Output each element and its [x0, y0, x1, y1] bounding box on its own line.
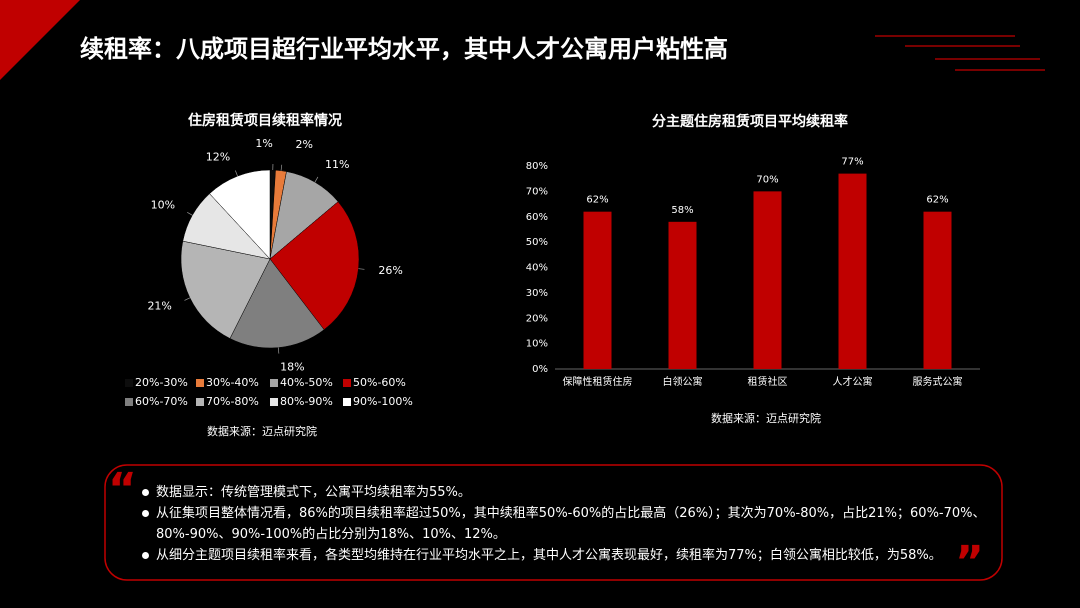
y-tick-label: 20% — [526, 313, 548, 324]
y-tick-label: 40% — [526, 263, 548, 274]
legend-swatch — [343, 379, 351, 387]
source: 数据来源：迈点研究院 — [207, 424, 317, 438]
leader-line — [187, 212, 193, 216]
legend-label: 30%-40% — [206, 376, 259, 389]
data-label: 21% — [147, 300, 171, 313]
data-label: 2% — [296, 138, 313, 151]
legend-label: 70%-80% — [206, 395, 259, 408]
legend-label: 80%-90% — [280, 395, 333, 408]
data-label: 18% — [280, 361, 304, 374]
slide-title: 续租率：八成项目超行业平均水平，其中人才公寓用户粘性高 — [80, 35, 728, 63]
pie-slice — [229, 258, 325, 349]
data-label: 26% — [378, 264, 402, 277]
pie-slice — [269, 201, 360, 331]
y-tick-label: 0% — [532, 364, 548, 375]
data-label: 62% — [926, 195, 948, 206]
note: 数据显示：传统管理模式下，公寓平均续租率为55%。 — [140, 482, 990, 503]
pie-slice — [180, 240, 271, 339]
legend-swatch — [270, 379, 278, 387]
y-tick-label: 70% — [526, 186, 548, 197]
bar — [753, 191, 782, 369]
source: 数据来源：迈点研究院 — [711, 411, 821, 425]
legend-swatch — [196, 398, 204, 406]
leader-line — [280, 164, 283, 171]
notes: 数据显示：传统管理模式下，公寓平均续租率为55%。 从征集项目整体情况看，86%的… — [140, 482, 990, 566]
legend-swatch — [196, 379, 204, 387]
bar — [583, 211, 612, 369]
bar — [668, 221, 697, 369]
chart-title: 分主题住房租赁项目平均续租率 — [652, 113, 848, 130]
y-tick-label: 30% — [526, 288, 548, 299]
leader-line — [277, 347, 280, 354]
data-label: 77% — [841, 157, 863, 168]
note: 从细分主题项目续租率来看，各类型均维持在行业平均水平之上，其中人才公寓表现最好，… — [140, 545, 990, 566]
y-tick-label: 10% — [526, 339, 548, 350]
legend-swatch — [125, 379, 133, 387]
legend-label: 60%-70% — [135, 395, 188, 408]
legend-label: 40%-50% — [280, 376, 333, 389]
data-label: 1% — [255, 137, 272, 150]
legend-swatch — [270, 398, 278, 406]
leader-line — [314, 176, 319, 183]
x-tick-label: 白领公寓 — [663, 375, 703, 388]
leader-line — [235, 170, 238, 177]
leader-line — [184, 297, 191, 301]
legend-swatch — [125, 398, 133, 406]
note: 从征集项目整体情况看，86%的项目续租率超过50%，其中续租率50%-60%的占… — [140, 503, 990, 545]
x-tick-label: 保障性租赁住房 — [563, 375, 633, 388]
data-label: 62% — [586, 195, 608, 206]
y-tick-label: 50% — [526, 237, 548, 248]
quote-mark: “ — [108, 464, 137, 515]
legend-label: 90%-100% — [353, 395, 413, 408]
y-tick-label: 60% — [526, 212, 548, 223]
legend-label: 20%-30% — [135, 376, 188, 389]
data-label: 12% — [206, 151, 230, 164]
data-label: 58% — [671, 205, 693, 216]
bar — [923, 211, 952, 369]
x-tick-label: 人才公寓 — [833, 375, 873, 388]
corner-decoration — [0, 0, 80, 80]
notes-box — [104, 464, 1003, 581]
y-tick-label: 80% — [526, 161, 548, 172]
legend-swatch — [343, 398, 351, 406]
data-label: 70% — [756, 174, 778, 185]
bar — [838, 173, 867, 369]
chart-title: 住房租赁项目续租率情况 — [188, 112, 342, 129]
x-tick-label: 租赁社区 — [748, 375, 788, 388]
line-decoration — [875, 35, 1045, 71]
data-label: 11% — [325, 158, 349, 171]
leader-line — [358, 268, 365, 270]
quote-mark: ” — [955, 537, 984, 588]
data-label: 10% — [151, 198, 175, 211]
legend-label: 50%-60% — [353, 376, 406, 389]
pie-slice — [209, 169, 271, 260]
x-tick-label: 服务式公寓 — [913, 375, 963, 388]
